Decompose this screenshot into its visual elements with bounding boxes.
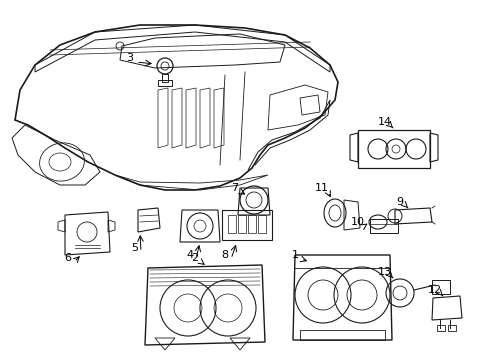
Text: 5: 5 (131, 243, 138, 253)
Text: 13: 13 (377, 267, 391, 277)
Text: 9: 9 (396, 197, 403, 207)
Polygon shape (162, 74, 168, 82)
Bar (431, 280, 449, 294)
Text: 10: 10 (350, 217, 364, 227)
Text: 11: 11 (314, 183, 328, 193)
Bar (222, 210, 271, 240)
Bar (247, 215, 256, 233)
Bar (447, 325, 455, 331)
Text: 4: 4 (186, 250, 193, 260)
Bar (436, 325, 444, 331)
Text: 12: 12 (427, 285, 441, 295)
Text: 2: 2 (191, 253, 198, 263)
Bar (227, 215, 236, 233)
Text: 7: 7 (231, 183, 238, 193)
Bar (238, 215, 245, 233)
Bar (369, 219, 397, 233)
Bar (258, 215, 265, 233)
Text: 3: 3 (126, 53, 133, 63)
Text: 6: 6 (64, 253, 71, 263)
Text: 1: 1 (291, 250, 298, 260)
Bar (357, 130, 429, 168)
Text: 14: 14 (377, 117, 391, 127)
Text: 8: 8 (221, 250, 228, 260)
